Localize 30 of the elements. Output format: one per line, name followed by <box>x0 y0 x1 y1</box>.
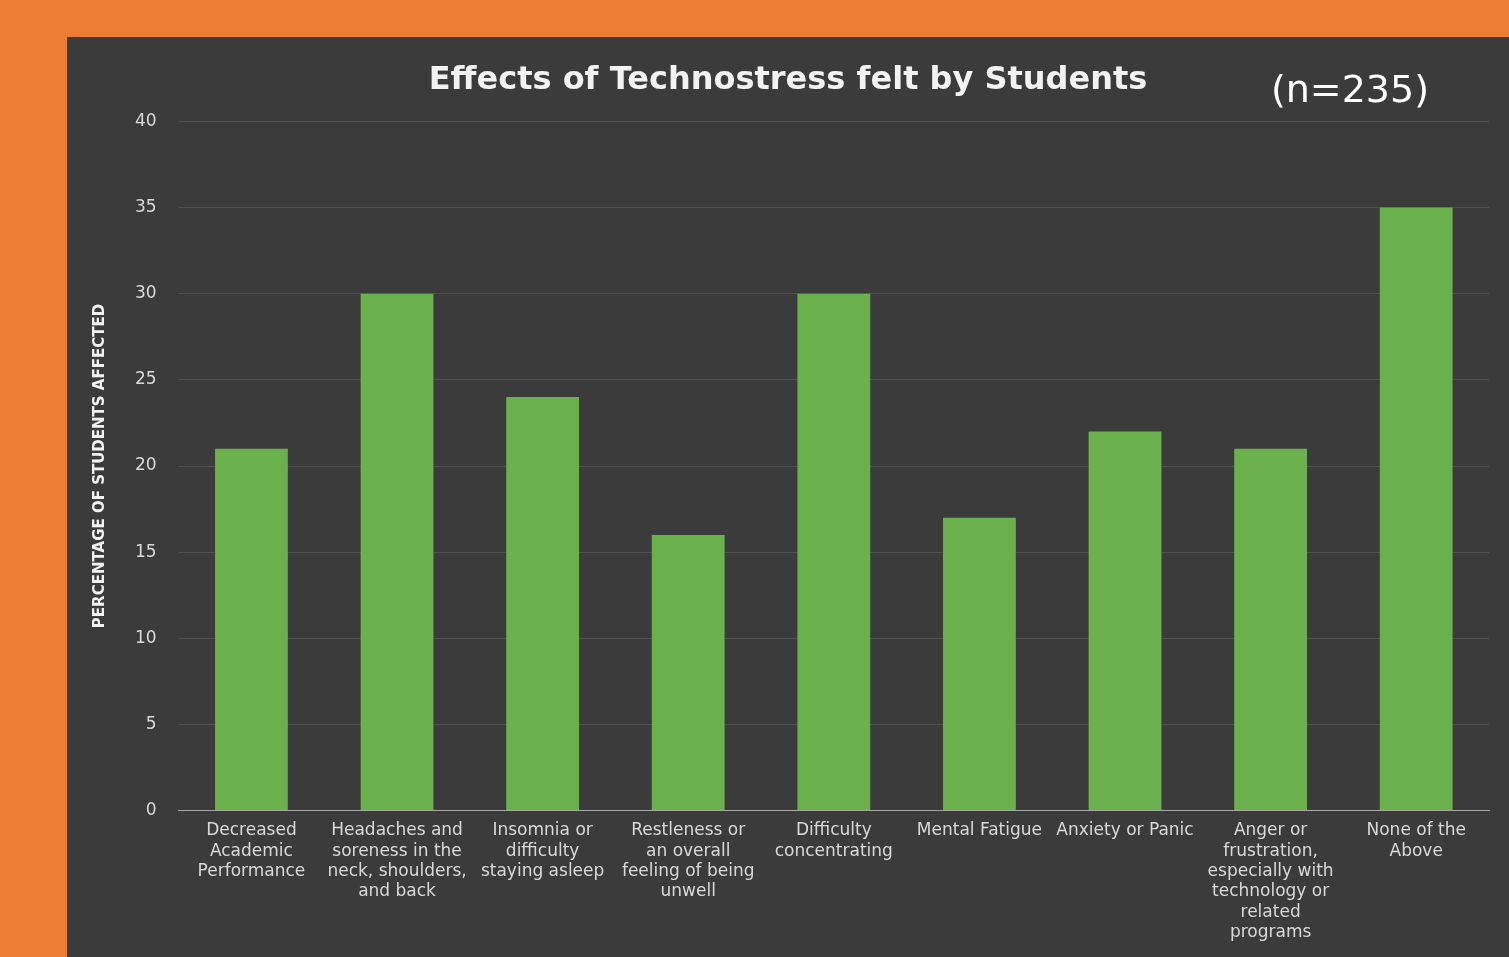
bar <box>506 397 580 811</box>
y-axis-title: PERCENTAGE OF STUDENTS AFFECTED <box>89 303 108 629</box>
x-tick-label: Mental Fatigue <box>916 819 1042 840</box>
y-tick-label: 15 <box>134 540 157 561</box>
x-tick-label: Anger or frustration, especially with technology or related programs <box>1207 819 1334 942</box>
x-tick-label: Anxiety or Panic <box>1056 819 1194 840</box>
x-tick-label: Insomnia or difficulty staying asleep <box>480 819 605 881</box>
x-tick-label: Restleness or an overall feeling of being unwell <box>621 819 755 901</box>
y-tick-label: 30 <box>134 282 157 303</box>
bar <box>651 534 725 811</box>
x-tick-label: Headaches and soreness in the neck, shoulders, and back <box>327 819 467 901</box>
y-tick-label: 40 <box>134 109 157 130</box>
bar <box>797 293 871 811</box>
y-tick-label: 25 <box>134 368 157 389</box>
bar <box>1234 448 1307 811</box>
y-tick-label: 0 <box>145 799 157 820</box>
y-tick-label: 35 <box>134 195 157 216</box>
y-tick-label: 5 <box>145 712 157 733</box>
bar <box>215 448 288 811</box>
bar <box>360 293 434 811</box>
y-tick-label: 20 <box>134 454 157 475</box>
bar <box>943 517 1016 811</box>
x-tick-label: Difficulty concentrating <box>774 819 893 860</box>
bar <box>1088 431 1162 811</box>
x-tick-label: None of the Above <box>1366 819 1466 860</box>
y-tick-label: 10 <box>134 626 157 647</box>
text: (n=235) <box>1270 66 1429 111</box>
x-tick-label: Decreased Academic Performance <box>197 819 306 881</box>
chart-title: Effects of Technostress felt by Students <box>428 58 1148 97</box>
bar <box>1379 207 1453 811</box>
